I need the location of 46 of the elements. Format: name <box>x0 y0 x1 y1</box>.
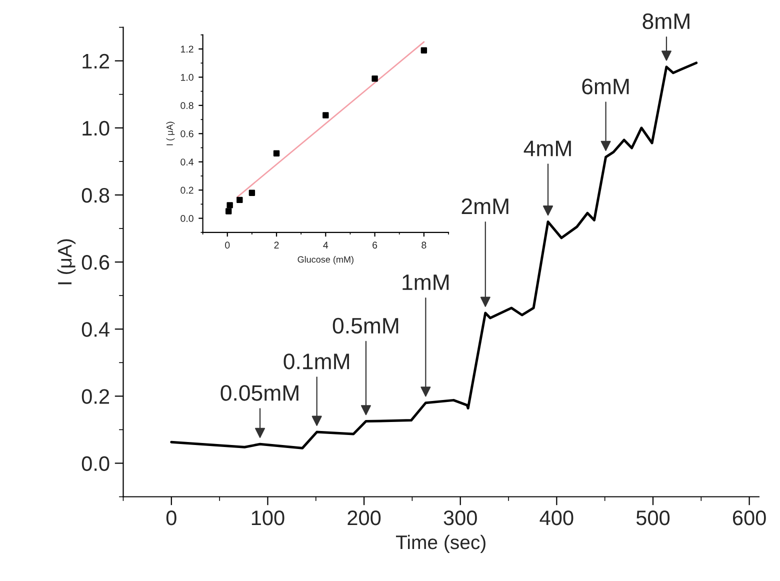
point <box>226 202 233 208</box>
annotation: 2mM <box>462 198 508 214</box>
y-tick-label: 0.0 <box>82 456 110 471</box>
annotation: 6mM <box>582 78 629 94</box>
y-axis-title: I (μA) <box>57 239 76 284</box>
y-tick-label: 0.8 <box>82 188 110 203</box>
annotation: 4mM <box>524 140 571 156</box>
y-tick-label: 0.6 <box>180 130 194 138</box>
x-tick-label: 0 <box>166 510 176 526</box>
x-tick-label: 2 <box>274 242 279 248</box>
x-tick-label: 100 <box>252 510 284 526</box>
y-tick-label: 0.2 <box>82 389 109 404</box>
point <box>226 208 232 214</box>
x-tick-label: 500 <box>636 510 670 526</box>
x-tick-label: 600 <box>732 510 766 526</box>
point <box>420 47 428 54</box>
y-tick-label: 0.2 <box>180 186 194 194</box>
annotation: 0.5mM <box>332 318 398 334</box>
point <box>372 76 378 82</box>
point <box>248 190 256 196</box>
y-tick-label: 1.0 <box>181 74 194 81</box>
x-axis-title: Glucose (mM) <box>298 256 354 264</box>
annotation: 0.05mM <box>220 385 298 401</box>
y-tick-label: 1.0 <box>82 120 110 136</box>
y-tick-label: 1.2 <box>82 54 109 68</box>
x-tick-label: 8 <box>422 242 426 249</box>
point <box>322 112 329 118</box>
point <box>273 150 280 156</box>
y-tick-label: 0.6 <box>82 255 110 270</box>
x-tick-label: 400 <box>540 510 574 526</box>
y-axis-title: I ( μA) <box>166 122 175 146</box>
x-tick-label: 200 <box>348 510 381 526</box>
x-tick-label: 0 <box>225 242 230 249</box>
annotation: 1mM <box>402 274 449 290</box>
x-tick-label: 4 <box>323 242 328 248</box>
y-tick-label: 0.8 <box>180 102 194 110</box>
y-tick-label: 1.2 <box>181 46 194 52</box>
y-tick-label: 0.4 <box>180 158 194 166</box>
y-tick-label: 0.4 <box>82 322 110 337</box>
x-axis-title: Time (sec) <box>396 534 486 554</box>
annotation: 8mM <box>642 13 690 30</box>
x-tick-label: 6 <box>372 242 378 249</box>
annotation: 0.1mM <box>284 354 349 370</box>
y-tick-label: 0.0 <box>180 215 194 222</box>
x-tick-label: 300 <box>444 510 477 526</box>
point <box>236 196 243 204</box>
